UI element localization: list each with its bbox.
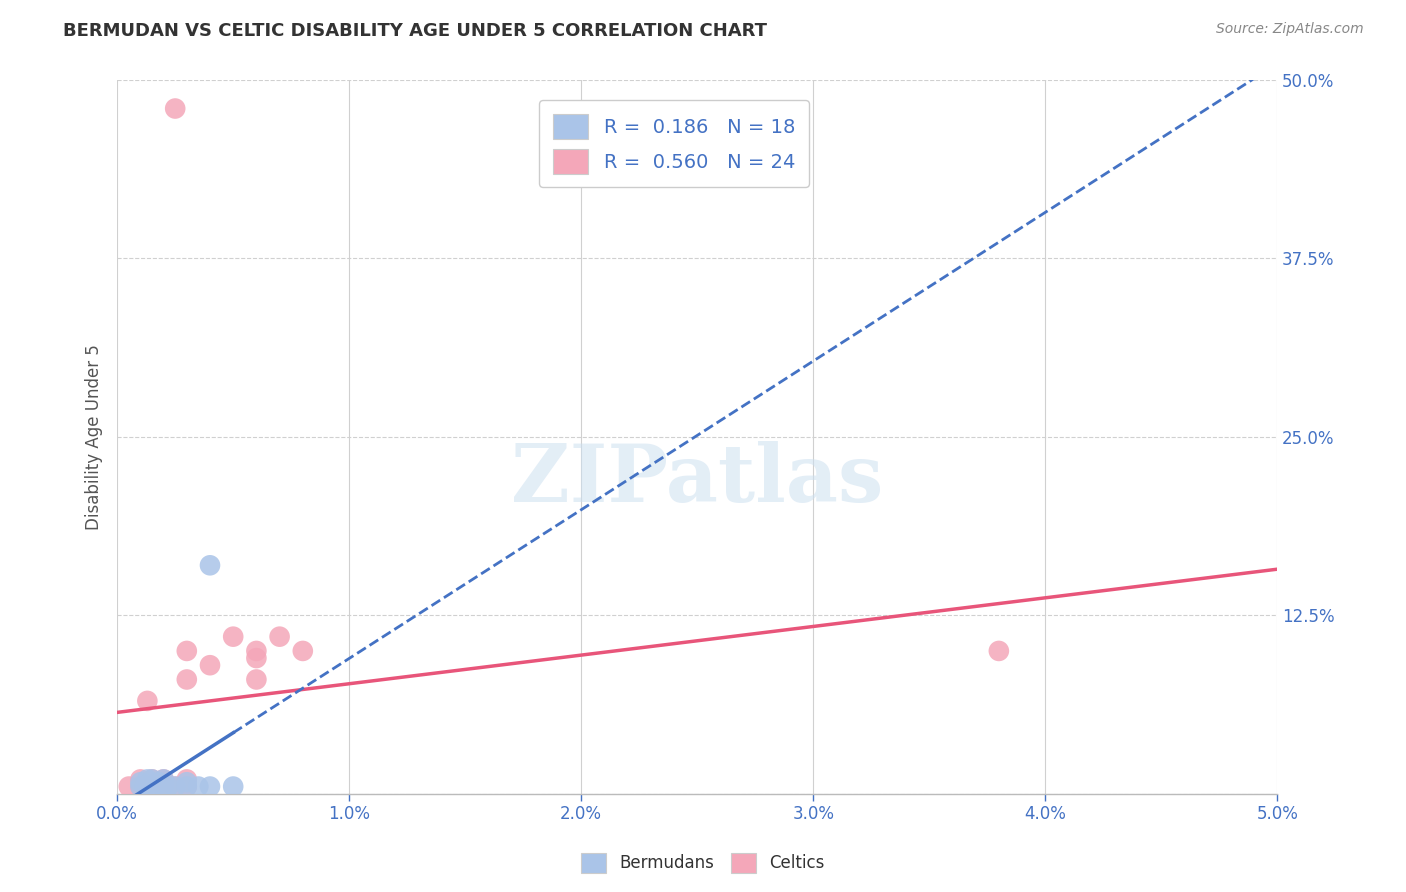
Point [152, 772, 174, 787]
Point [141, 772, 163, 787]
Point [222, 780, 245, 794]
Point [165, 780, 187, 794]
Point [176, 780, 198, 794]
Point [136, 772, 159, 787]
Point [187, 780, 209, 794]
Text: BERMUDAN VS CELTIC DISABILITY AGE UNDER 5 CORRELATION CHART: BERMUDAN VS CELTIC DISABILITY AGE UNDER … [63, 22, 768, 40]
Point [245, 644, 267, 658]
Point [129, 775, 152, 789]
Point [198, 780, 221, 794]
Point [987, 644, 1010, 658]
Point [141, 772, 163, 787]
Point [143, 780, 166, 794]
Point [134, 780, 156, 794]
Point [222, 630, 245, 644]
Point [176, 673, 198, 687]
Point [129, 780, 152, 794]
Point [245, 651, 267, 665]
Point [152, 780, 174, 794]
Y-axis label: Disability Age Under 5: Disability Age Under 5 [86, 344, 103, 530]
Point [198, 558, 221, 573]
Point [198, 658, 221, 673]
Point [176, 644, 198, 658]
Point [129, 780, 152, 794]
Legend: R =  0.186   N = 18, R =  0.560   N = 24: R = 0.186 N = 18, R = 0.560 N = 24 [540, 101, 808, 187]
Point [176, 780, 198, 794]
Point [141, 780, 163, 794]
Point [291, 644, 314, 658]
Point [157, 780, 180, 794]
Point [152, 780, 174, 794]
Point [141, 780, 163, 794]
Legend: Bermudans, Celtics: Bermudans, Celtics [575, 847, 831, 880]
Point [165, 780, 187, 794]
Point [269, 630, 291, 644]
Point [129, 772, 152, 787]
Point [136, 694, 159, 708]
Point [134, 780, 156, 794]
Text: ZIPatlas: ZIPatlas [512, 441, 883, 518]
Text: Source: ZipAtlas.com: Source: ZipAtlas.com [1216, 22, 1364, 37]
Point [148, 775, 170, 789]
Point [165, 102, 187, 116]
Point [157, 780, 180, 794]
Point [176, 775, 198, 789]
Point [245, 673, 267, 687]
Point [152, 772, 174, 787]
Point [176, 772, 198, 787]
Point [118, 780, 141, 794]
